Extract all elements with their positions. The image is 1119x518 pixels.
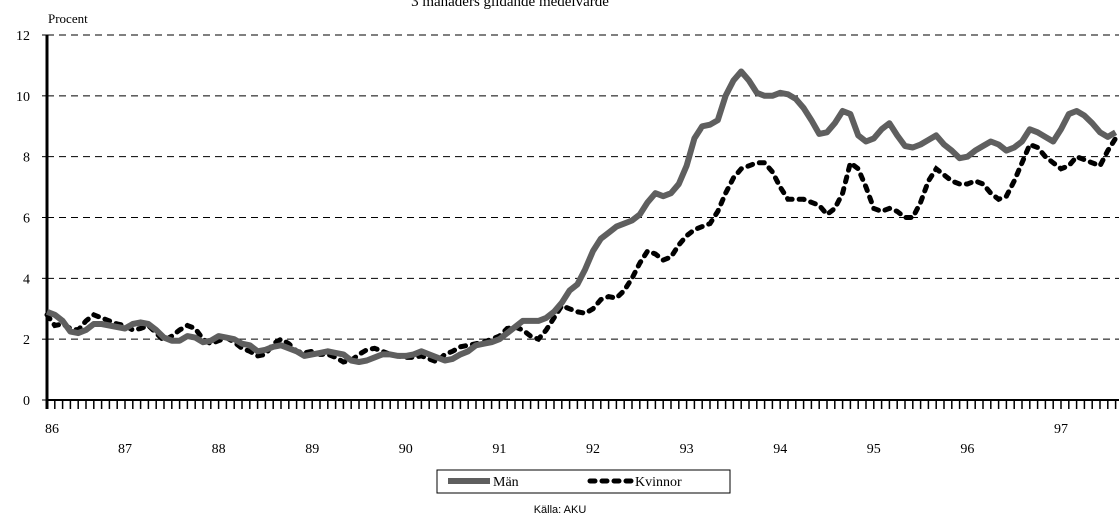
x-tick-label: 88 (212, 442, 226, 457)
line-series (45, 68, 1118, 365)
x-tick-label: 97 (1054, 422, 1068, 437)
legend-box (436, 469, 731, 494)
x-tick-label: 86 (45, 422, 59, 437)
x-tick-label: 96 (960, 442, 974, 457)
x-tick-label: 89 (305, 442, 319, 457)
y-tick-label: 10 (16, 90, 30, 105)
y-axis-label: Procent (48, 11, 88, 26)
y-tick-label: 0 (23, 394, 30, 409)
chart-title: 3 månaders glidande medelvärde (411, 0, 609, 10)
x-tick-label: 87 (118, 442, 132, 457)
y-tick-label: 4 (23, 272, 30, 287)
x-tick-label: 94 (773, 442, 787, 457)
x-tick-label: 90 (399, 442, 413, 457)
legend-label: Kvinnor (635, 475, 682, 490)
x-tick-label: 91 (492, 442, 506, 457)
x-tick-label: 93 (680, 442, 694, 457)
x-tick-label: 92 (586, 442, 600, 457)
legend-label: Män (493, 475, 519, 490)
line-series (44, 135, 1119, 365)
source-note: Källa: AKU (534, 504, 587, 516)
x-tick-label: 95 (867, 442, 881, 457)
y-tick-label: 6 (23, 212, 30, 227)
y-tick-label: 8 (23, 151, 30, 166)
y-tick-label: 12 (16, 29, 30, 44)
y-tick-label: 2 (23, 333, 30, 348)
